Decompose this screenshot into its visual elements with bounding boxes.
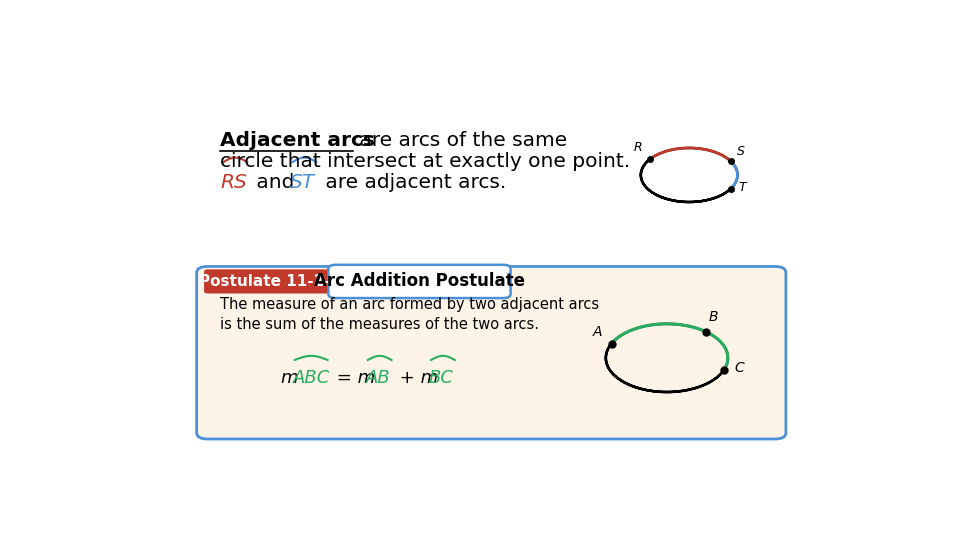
Text: B: B bbox=[709, 310, 718, 325]
Text: and: and bbox=[251, 173, 300, 192]
Text: Postulate 11-2-1: Postulate 11-2-1 bbox=[199, 274, 342, 289]
FancyBboxPatch shape bbox=[197, 266, 786, 439]
Text: Arc Addition Postulate: Arc Addition Postulate bbox=[314, 273, 525, 291]
Text: ST: ST bbox=[290, 173, 315, 192]
Text: m: m bbox=[280, 369, 298, 387]
Text: T: T bbox=[738, 181, 746, 194]
Text: Adjacent arcs: Adjacent arcs bbox=[221, 131, 375, 150]
Text: RS: RS bbox=[221, 173, 247, 192]
FancyBboxPatch shape bbox=[328, 265, 511, 298]
Text: + m: + m bbox=[394, 369, 438, 387]
Text: S: S bbox=[737, 145, 745, 158]
Text: are arcs of the same: are arcs of the same bbox=[353, 131, 567, 150]
FancyBboxPatch shape bbox=[204, 269, 337, 294]
Text: C: C bbox=[734, 361, 744, 375]
Text: R: R bbox=[634, 141, 642, 154]
Text: = m: = m bbox=[330, 369, 374, 387]
Text: ABC: ABC bbox=[293, 369, 330, 387]
Text: circle that intersect at exactly one point.: circle that intersect at exactly one poi… bbox=[221, 152, 631, 171]
Text: AB: AB bbox=[366, 369, 391, 387]
Text: The measure of an arc formed by two adjacent arcs: The measure of an arc formed by two adja… bbox=[221, 297, 600, 312]
Text: BC: BC bbox=[429, 369, 454, 387]
Text: is the sum of the measures of the two arcs.: is the sum of the measures of the two ar… bbox=[221, 317, 540, 332]
Text: are adjacent arcs.: are adjacent arcs. bbox=[320, 173, 507, 192]
Text: A: A bbox=[592, 326, 602, 339]
